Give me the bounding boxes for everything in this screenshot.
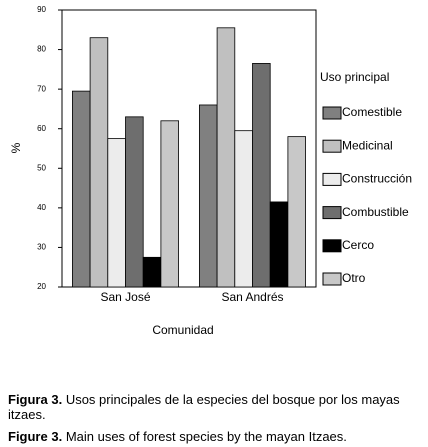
x-axis-label: Comunidad — [152, 323, 213, 337]
legend-swatch — [322, 139, 342, 153]
x-tick-label: San José — [100, 290, 150, 304]
y-tick-label: 40 — [37, 203, 46, 212]
legend-title: Uso principal — [320, 70, 389, 84]
bar — [89, 37, 109, 288]
y-tick-label: 50 — [37, 163, 46, 172]
caption-en: Figure 3. Main uses of forest species by… — [8, 429, 420, 444]
legend-label: Cerco — [342, 238, 374, 252]
y-tick-label: 20 — [37, 282, 46, 291]
bar — [107, 138, 126, 288]
bar — [269, 201, 289, 288]
caption-text: Usos principales de la especies del bosq… — [8, 392, 400, 422]
chart: % Comunidad Uso principal 20 30 40 50 60 70 80… — [9, 5, 412, 337]
plot-frame — [61, 9, 317, 288]
legend-label: Combustible — [342, 205, 409, 219]
x-tick-label: San Andrés — [221, 290, 283, 304]
caption-text: Main uses of forest species by the mayan… — [65, 429, 347, 444]
legend-swatch — [322, 206, 342, 220]
y-tick-label: 30 — [37, 243, 46, 252]
legend-swatch — [322, 106, 342, 120]
caption-label: Figura 3. — [8, 392, 63, 407]
legend-swatch — [322, 172, 342, 186]
legend-label: Comestible — [342, 105, 402, 119]
legend-label: Otro — [342, 271, 366, 285]
caption-label: Figure 3. — [8, 429, 63, 444]
y-tick-label: 60 — [37, 124, 46, 133]
bar — [142, 256, 162, 288]
bar — [287, 136, 306, 288]
bar — [160, 120, 179, 288]
y-tick-label: 80 — [37, 45, 46, 54]
bar — [198, 104, 218, 288]
bar — [72, 90, 91, 288]
y-tick-label: 90 — [37, 5, 46, 14]
bar — [125, 116, 144, 288]
legend-label: Medicinal — [342, 138, 393, 152]
bar — [234, 130, 253, 288]
legend-swatch — [322, 272, 342, 286]
legend-label: Construcción — [342, 172, 412, 186]
y-axis-label: % — [9, 142, 23, 153]
bar — [252, 63, 271, 288]
caption-es: Figura 3. Usos principales de la especie… — [8, 392, 420, 422]
y-tick-label: 70 — [37, 84, 46, 93]
bar — [216, 27, 236, 288]
legend-swatch — [322, 239, 342, 253]
